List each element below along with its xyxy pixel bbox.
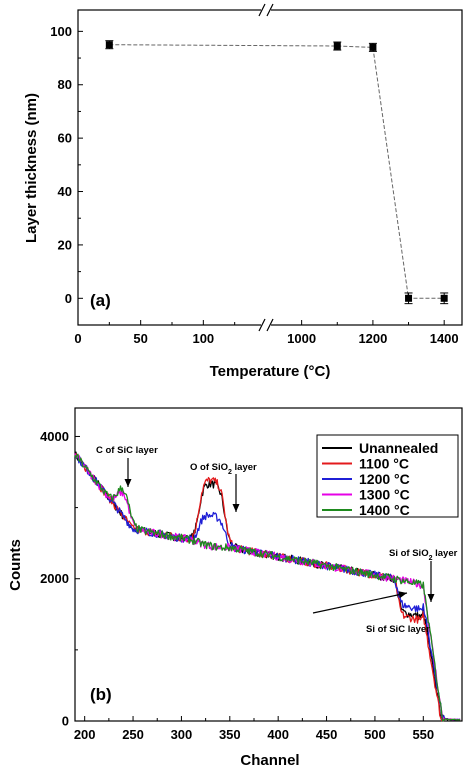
panel-a-y-tick-label: 20 [58,237,72,252]
panel-a-series-line [109,44,445,299]
panel-b-axes: 0 2000 4000 200 250 300 350 400 450 500 550 [40,429,448,742]
panel-b-x-tick-label: 200 [74,727,96,742]
legend-label: 1200 °C [359,471,410,487]
panel-b-series [74,451,461,722]
annotation-si-sic-arrow [312,592,408,614]
axis-break-gap [261,4,271,16]
annotation-si-sio2-arrow-head [427,594,435,602]
panel-b-frame [74,407,463,722]
panel-b-x-axis-label: Channel [240,752,299,769]
panel-a-label: (a) [90,291,111,310]
panel-b-y-tick-label: 4000 [40,429,69,444]
panel-a-data-point [440,294,448,302]
panel-a-x-tick-label: 100 [192,331,214,346]
panel-a-x-tick-label: 1000 [287,331,316,346]
axis-break-mark [266,318,274,332]
annotation-o-arrow-head [232,504,240,512]
panel-b: 0 2000 4000 200 250 300 350 400 450 500 550 C of S… [7,407,463,769]
axis-break-mark [258,318,266,332]
spectrum-line-4 [74,453,461,722]
legend-label: 1300 °C [359,487,410,503]
panel-b-x-tick-label: 250 [122,727,144,742]
panel-b-y-tick-label: 2000 [40,571,69,586]
axis-break-mark [266,3,274,17]
panel-a-data-point [105,41,113,49]
panel-b-x-tick-label: 400 [267,727,289,742]
panel-a-x-tick-label: 0 [74,331,81,346]
panel-b-y-axis-label: Counts [7,539,24,591]
panel-a-series [105,40,449,305]
panel-a-frame [77,9,463,326]
panel-b-x-tick-label: 350 [219,727,241,742]
annotation-si-sic-arrow-head [398,591,407,599]
panel-a-y-tick-label: 40 [58,184,72,199]
panel-a-data-point [333,42,341,50]
panel-a-y-tick-label: 60 [58,131,72,146]
panel-b-x-tick-label: 500 [364,727,386,742]
panel-a-y-tick-label: 80 [58,77,72,92]
annotation-c-of-sic: C of SiC layer [96,445,158,456]
panel-b-x-tick-label: 550 [412,727,434,742]
panel-b-label: (b) [90,685,112,704]
panel-a-y-tick-label: 0 [65,291,72,306]
legend-label: Unannealed [359,440,438,456]
legend-label: 1100 °C [359,456,409,472]
panel-a-y-tick-label: 100 [50,24,72,39]
panel-a-data-point [405,294,413,302]
legend-label: 1400 °C [359,502,410,518]
panel-a-x-axis-label: Temperature (°C) [210,363,331,380]
annotation-c-arrow-head [124,479,132,487]
panel-b-x-tick-label: 450 [316,727,338,742]
panel-b-annotations: C of SiC layer O of SiO2 layer Si of SiO2 … [96,445,458,635]
axis-break-mark [258,3,266,17]
annotation-o-of-sio2: O of SiO2 layer [190,462,257,476]
panel-a-x-tick-label: 1200 [358,331,387,346]
panel-b-y-tick-label: 0 [62,714,69,729]
annotation-si-of-sio2: Si of SiO2 layer [389,548,458,562]
panel-a-data-point [369,43,377,51]
axis-break-gap [261,319,271,331]
panel-b-x-tick-label: 300 [171,727,193,742]
panel-a-x-tick-label: 50 [133,331,147,346]
panel-a-x-tick-label: 1400 [430,331,459,346]
annotation-si-of-sic: Si of SiC layer [366,624,430,635]
panel-a-y-axis-label: Layer thickness (nm) [23,93,40,243]
